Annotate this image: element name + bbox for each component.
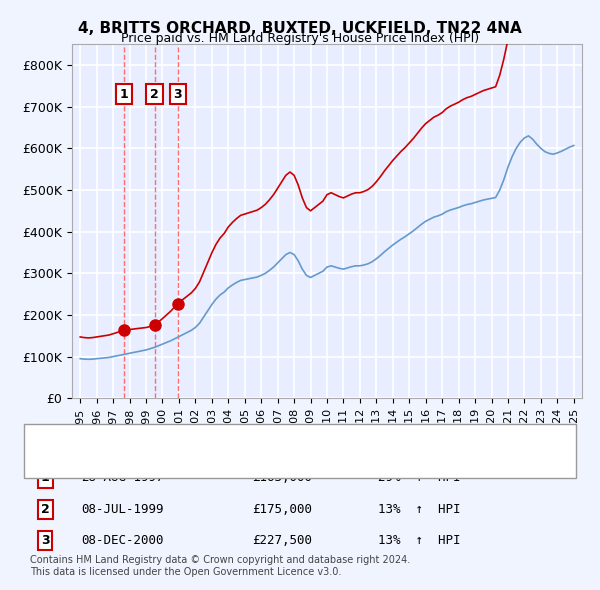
- Text: 3: 3: [41, 534, 49, 547]
- Text: 13%  ↑  HPI: 13% ↑ HPI: [378, 534, 461, 547]
- Text: £163,000: £163,000: [252, 471, 312, 484]
- Text: 1: 1: [41, 471, 49, 484]
- Text: Price paid vs. HM Land Registry's House Price Index (HPI): Price paid vs. HM Land Registry's House …: [121, 32, 479, 45]
- Text: 08-JUL-1999: 08-JUL-1999: [81, 503, 163, 516]
- Text: 1: 1: [119, 88, 128, 101]
- Text: 29%  ↑  HPI: 29% ↑ HPI: [378, 471, 461, 484]
- Text: Contains HM Land Registry data © Crown copyright and database right 2024.
This d: Contains HM Land Registry data © Crown c…: [30, 555, 410, 577]
- Text: 08-DEC-2000: 08-DEC-2000: [81, 534, 163, 547]
- Text: 13%  ↑  HPI: 13% ↑ HPI: [378, 503, 461, 516]
- Text: 4, BRITTS ORCHARD, BUXTED, UCKFIELD, TN22 4NA: 4, BRITTS ORCHARD, BUXTED, UCKFIELD, TN2…: [78, 21, 522, 35]
- Text: 2: 2: [150, 88, 159, 101]
- Text: 28-AUG-1997: 28-AUG-1997: [81, 471, 163, 484]
- Text: 4, BRITTS ORCHARD, BUXTED, UCKFIELD, TN22 4NA (detached house): 4, BRITTS ORCHARD, BUXTED, UCKFIELD, TN2…: [75, 432, 466, 441]
- Text: 3: 3: [173, 88, 182, 101]
- Text: £175,000: £175,000: [252, 503, 312, 516]
- Text: HPI: Average price, detached house, Wealden: HPI: Average price, detached house, Weal…: [75, 445, 330, 455]
- Text: 2: 2: [41, 503, 49, 516]
- Text: £227,500: £227,500: [252, 534, 312, 547]
